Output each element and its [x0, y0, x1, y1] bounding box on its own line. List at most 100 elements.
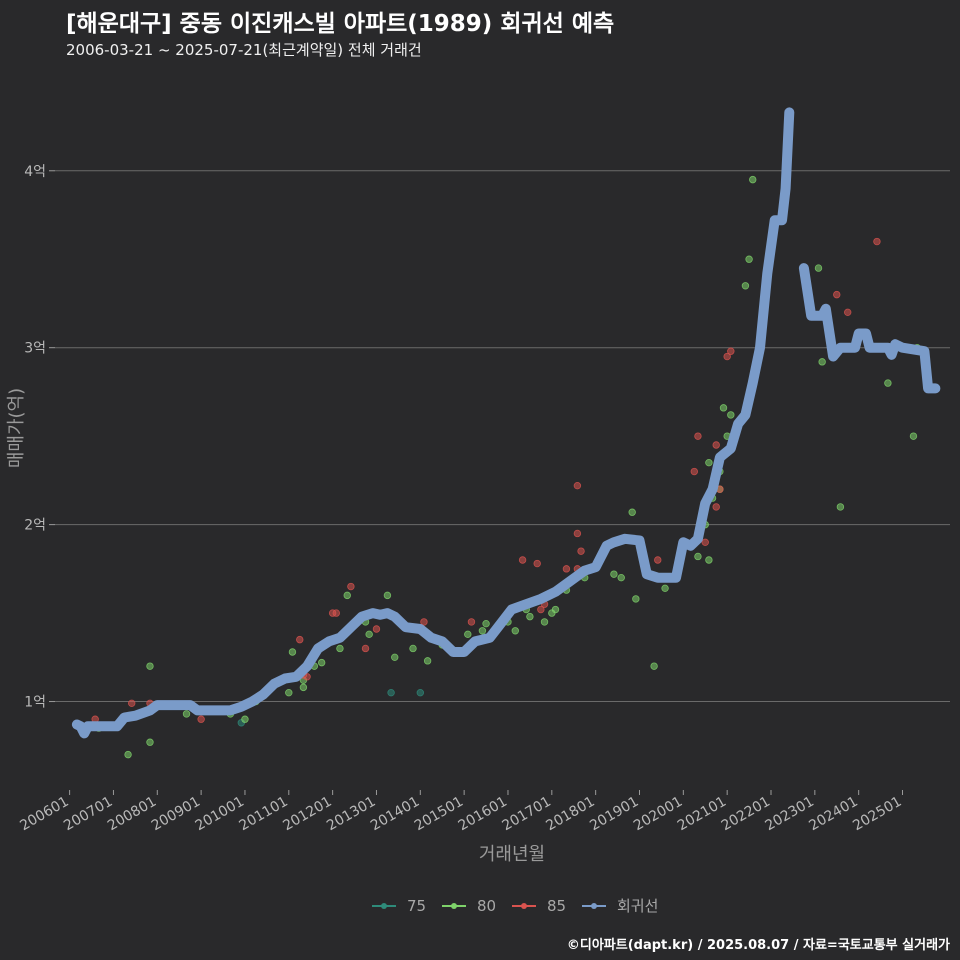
- point-80: [409, 644, 417, 653]
- point-80: [661, 584, 669, 593]
- y-tick-label: 3억: [24, 341, 46, 357]
- point-85: [467, 618, 476, 626]
- x-tick-label: 201401: [368, 794, 422, 835]
- point-85: [573, 481, 582, 490]
- point-85: [690, 467, 698, 476]
- point-80: [610, 570, 618, 578]
- point-80: [745, 255, 753, 263]
- x-tick-label: 201601: [456, 794, 510, 835]
- legend-label-회귀선: 회귀선: [617, 897, 658, 915]
- point-80: [705, 556, 713, 564]
- x-tick-label: 200901: [149, 794, 203, 835]
- point-80: [423, 657, 432, 665]
- legend-marker-80: [451, 903, 457, 909]
- point-85: [833, 290, 841, 299]
- point-85: [844, 308, 852, 317]
- point-85: [303, 673, 311, 681]
- x-tick-label: 201301: [324, 794, 378, 835]
- point-80: [540, 618, 549, 626]
- chart-subtitle: 2006-03-21 ~ 2025-07-21(최근계약일) 전체 거래건: [66, 41, 422, 59]
- x-tick-label: 202301: [763, 794, 817, 835]
- point-85: [361, 644, 370, 653]
- point-80: [551, 605, 560, 614]
- point-80: [836, 503, 845, 511]
- point-85: [562, 565, 571, 573]
- point-80: [383, 591, 392, 600]
- point-85: [128, 699, 136, 708]
- point-85: [873, 237, 881, 246]
- point-80: [391, 653, 399, 662]
- legend-marker-85: [521, 903, 527, 909]
- point-80: [317, 658, 326, 667]
- point-85: [518, 556, 527, 564]
- legend: 75 80 85 회귀선: [372, 897, 658, 915]
- point-85: [420, 618, 428, 626]
- point-80: [511, 627, 519, 635]
- point-85: [296, 635, 304, 644]
- x-tick-label: 201001: [193, 794, 247, 835]
- point-80: [617, 573, 625, 582]
- point-85: [372, 625, 381, 633]
- point-80: [299, 683, 308, 692]
- regression-line: [71, 107, 795, 739]
- legend-label-85: 85: [547, 897, 566, 915]
- point-80: [478, 627, 487, 635]
- x-tick-label: 200801: [105, 794, 159, 835]
- point-85: [533, 559, 541, 568]
- x-axis-title: 거래년월: [479, 844, 545, 865]
- point-85: [537, 605, 545, 614]
- x-tick-label: 202101: [675, 794, 729, 835]
- point-80: [526, 612, 534, 621]
- point-85: [723, 352, 731, 361]
- credit-text: ©디아파트(dapt.kr) / 2025.08.07 / 자료=국토교통부 실…: [566, 938, 950, 953]
- point-80: [727, 411, 735, 419]
- legend-label-75: 75: [407, 897, 426, 915]
- x-tick-label: 201501: [412, 794, 466, 835]
- x-tick-label: 200701: [61, 794, 115, 835]
- x-tick-label: 201901: [587, 794, 641, 835]
- point-80: [741, 282, 750, 290]
- point-80: [909, 432, 918, 440]
- legend-label-80: 80: [477, 897, 496, 915]
- point-80: [146, 738, 154, 746]
- point-80: [182, 710, 191, 718]
- point-80: [482, 619, 490, 628]
- point-85: [573, 529, 582, 538]
- point-80: [365, 630, 373, 639]
- point-80: [343, 591, 351, 600]
- point-80: [814, 264, 823, 272]
- point-85: [197, 715, 205, 723]
- point-80: [650, 662, 658, 670]
- point-80: [288, 648, 297, 656]
- x-tick-label: 202401: [806, 794, 860, 835]
- y-tick-label: 2억: [24, 518, 46, 534]
- point-80: [818, 358, 826, 366]
- point-80: [749, 175, 757, 184]
- point-80: [241, 715, 249, 723]
- x-tick-label: 202201: [719, 794, 773, 835]
- point-80: [694, 552, 702, 561]
- point-80: [464, 630, 472, 639]
- regression-lines: [71, 107, 941, 739]
- point-80: [285, 688, 293, 697]
- legend-marker-회귀선: [591, 903, 597, 909]
- point-85: [701, 538, 709, 547]
- x-axis: 2006012007012008012009012010012011012012…: [17, 790, 905, 835]
- x-tick-label: 202501: [850, 794, 904, 835]
- y-tick-label: 4억: [24, 164, 46, 180]
- point-85: [712, 503, 720, 511]
- point-75: [387, 688, 395, 697]
- regression-line: [798, 263, 941, 394]
- x-tick-label: 200601: [17, 794, 71, 835]
- y-axis-title: 매매가(억): [6, 388, 27, 468]
- point-80: [628, 508, 636, 516]
- point-80: [146, 662, 154, 670]
- x-tick-label: 201101: [237, 794, 291, 835]
- point-85: [712, 441, 720, 449]
- y-tick-label: 1억: [24, 695, 46, 711]
- point-85: [332, 609, 340, 617]
- x-tick-label: 202001: [631, 794, 685, 835]
- point-75: [416, 688, 425, 697]
- chart-title: [해운대구] 중동 이진캐스빌 아파트(1989) 회귀선 예측: [66, 11, 615, 37]
